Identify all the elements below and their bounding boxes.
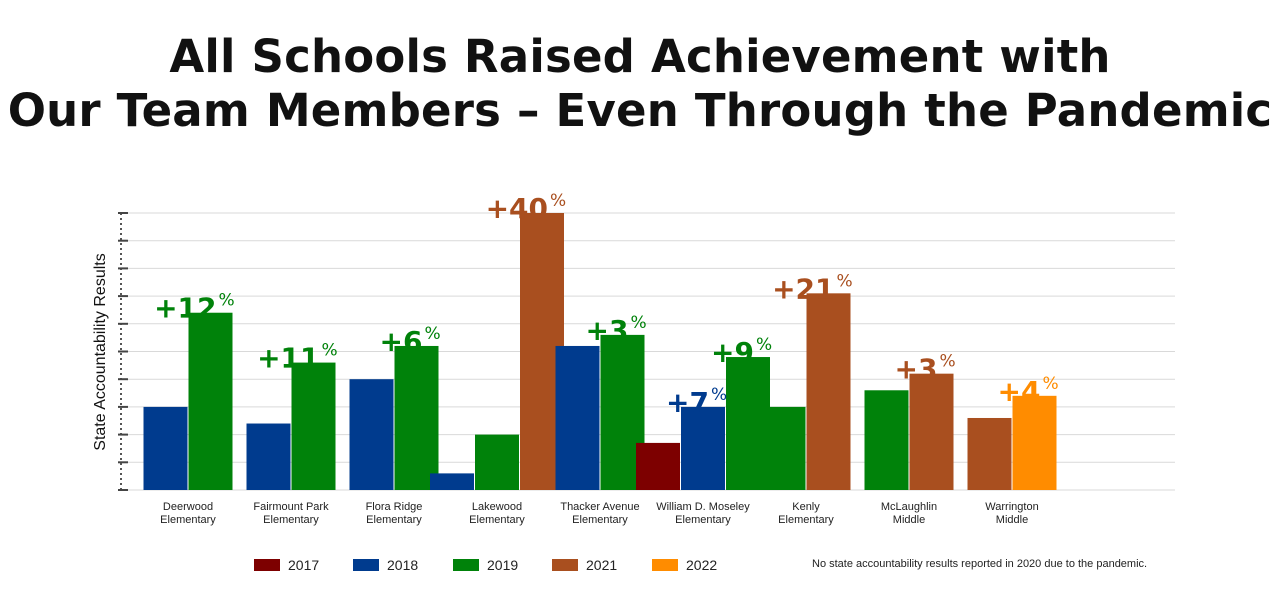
legend-swatch bbox=[353, 559, 379, 571]
x-tick-label: Elementary bbox=[675, 514, 731, 526]
change-label: +12 bbox=[154, 292, 216, 325]
chart-title-line-1: All Schools Raised Achievement with bbox=[169, 30, 1111, 83]
bar-2019 bbox=[291, 362, 336, 490]
bar-2018 bbox=[349, 379, 394, 490]
change-label: +9 bbox=[711, 336, 754, 369]
percent-sign: % bbox=[1043, 374, 1059, 394]
percent-sign: % bbox=[837, 271, 853, 291]
bar-2019 bbox=[188, 312, 233, 490]
change-label: +3 bbox=[895, 353, 938, 386]
change-label: +40 bbox=[486, 192, 548, 225]
legend-item-2022: 2022 bbox=[652, 556, 717, 574]
x-tick-label: Middle bbox=[893, 514, 925, 526]
change-labels: +12 %+11% +6 %+40 %+3 %+9 %+7 %+21 %+3 %+4% bbox=[154, 191, 1059, 419]
legend-item-2019: 2019 bbox=[453, 556, 518, 574]
legend-label: 2022 bbox=[686, 557, 718, 573]
bar-2019 bbox=[394, 345, 439, 490]
x-tick-label: Thacker Avenue bbox=[560, 501, 639, 513]
percent-sign: % bbox=[940, 352, 956, 372]
x-tick-label: Elementary bbox=[366, 514, 422, 526]
x-tick-label: Elementary bbox=[160, 514, 216, 526]
x-tick-label: Lakewood bbox=[472, 501, 522, 513]
legend-label: 2018 bbox=[387, 557, 419, 573]
legend-swatch bbox=[652, 559, 678, 571]
bar-2018 bbox=[246, 423, 291, 490]
bar-2018 bbox=[555, 345, 600, 490]
x-tick-label: Kenly bbox=[792, 501, 820, 513]
x-tick-label: Elementary bbox=[263, 514, 319, 526]
x-tick-label: McLaughlin bbox=[881, 501, 937, 513]
bar-2017 bbox=[636, 442, 680, 490]
legend-swatch bbox=[254, 559, 280, 571]
x-tick-label: Elementary bbox=[469, 514, 525, 526]
percent-sign: % bbox=[756, 335, 772, 355]
percent-sign: % bbox=[550, 191, 566, 211]
percent-sign: % bbox=[631, 313, 647, 333]
bar-2018 bbox=[143, 406, 188, 490]
bar-2021 bbox=[806, 293, 851, 490]
footnote: No state accountability results reported… bbox=[812, 558, 1148, 570]
legend-swatch bbox=[453, 559, 479, 571]
x-tick-label: Fairmount Park bbox=[253, 501, 329, 513]
y-axis-label: State Accountability Results bbox=[92, 253, 109, 450]
chart-title: All Schools Raised Achievement with Our … bbox=[0, 30, 1280, 138]
x-tick-label: Elementary bbox=[572, 514, 628, 526]
bars bbox=[143, 213, 1057, 490]
x-tick-label: Deerwood bbox=[163, 501, 213, 513]
bar-2022 bbox=[1012, 395, 1057, 490]
percent-sign: % bbox=[322, 341, 338, 361]
legend-item-2017: 2017 bbox=[254, 556, 319, 574]
change-label: +11 bbox=[257, 342, 319, 375]
change-label: +7 bbox=[666, 386, 709, 419]
legend-label: 2019 bbox=[487, 557, 519, 573]
legend-item-2018: 2018 bbox=[353, 556, 418, 574]
x-tick-label: William D. Moseley bbox=[656, 501, 750, 513]
legend-item-2021: 2021 bbox=[552, 556, 617, 574]
x-tick-label: Warrington bbox=[985, 501, 1038, 513]
change-label: +4 bbox=[998, 375, 1041, 408]
bar-2021 bbox=[967, 417, 1012, 490]
x-tick-label: Elementary bbox=[778, 514, 834, 526]
bar-2019 bbox=[475, 434, 519, 490]
percent-sign: % bbox=[711, 385, 727, 405]
bar-2018 bbox=[430, 473, 474, 490]
chart-title-line-2: Our Team Members – Even Through the Pand… bbox=[7, 84, 1273, 137]
percent-sign: % bbox=[219, 291, 235, 311]
change-label: +21 bbox=[772, 272, 834, 305]
x-tick-label: Flora Ridge bbox=[366, 501, 423, 513]
legend-swatch bbox=[552, 559, 578, 571]
bar-2019 bbox=[864, 390, 909, 490]
legend-label: 2021 bbox=[586, 557, 618, 573]
x-tick-label: Middle bbox=[996, 514, 1028, 526]
bar-2021 bbox=[909, 373, 954, 490]
percent-sign: % bbox=[425, 324, 441, 344]
change-label: +3 bbox=[586, 314, 629, 347]
change-label: +6 bbox=[380, 325, 423, 358]
y-axis bbox=[118, 212, 128, 491]
bar-2018 bbox=[681, 406, 725, 490]
bar-2019 bbox=[761, 406, 806, 490]
legend-label: 2017 bbox=[288, 557, 320, 573]
